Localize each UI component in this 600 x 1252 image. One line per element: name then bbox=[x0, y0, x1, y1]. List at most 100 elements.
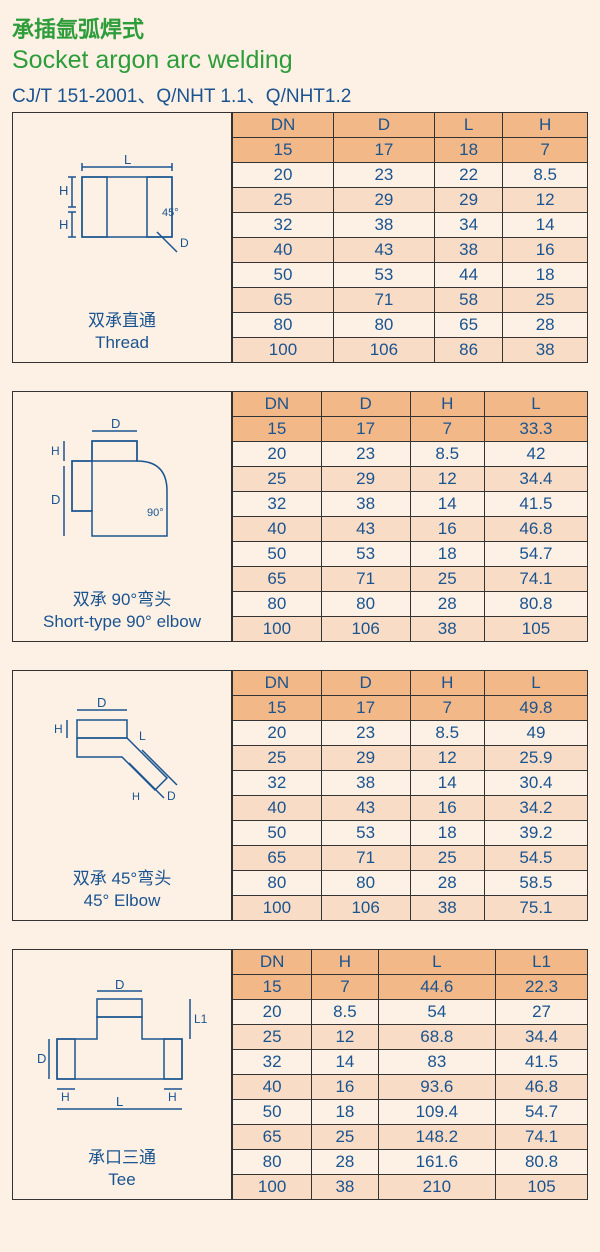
table-cell: 25 bbox=[233, 467, 322, 492]
svg-text:H: H bbox=[168, 1090, 177, 1104]
table-cell: 16 bbox=[503, 238, 588, 263]
table-cell: 32 bbox=[233, 213, 334, 238]
column-header: DN bbox=[233, 950, 312, 975]
svg-text:H: H bbox=[132, 791, 140, 803]
table-cell: 40 bbox=[233, 1075, 312, 1100]
table-cell: 50 bbox=[233, 1100, 312, 1125]
table-cell: 80 bbox=[233, 592, 322, 617]
table-cell: 80 bbox=[321, 871, 410, 896]
caption-cn: 承口三通 bbox=[88, 1147, 156, 1169]
table-cell: 25 bbox=[312, 1125, 378, 1150]
svg-text:D: D bbox=[97, 695, 106, 710]
table-cell: 109.4 bbox=[378, 1100, 495, 1125]
table-cell: 53 bbox=[333, 263, 434, 288]
table-cell: 49 bbox=[484, 721, 587, 746]
table-cell: 25 bbox=[233, 188, 334, 213]
table-cell: 38 bbox=[434, 238, 502, 263]
table-cell: 28 bbox=[503, 313, 588, 338]
table-cell: 17 bbox=[321, 417, 410, 442]
svg-text:D: D bbox=[51, 492, 60, 507]
column-header: DN bbox=[233, 392, 322, 417]
column-header: L bbox=[434, 113, 502, 138]
table-cell: 12 bbox=[312, 1025, 378, 1050]
table-cell: 16 bbox=[410, 796, 484, 821]
table-cell: 40 bbox=[233, 238, 334, 263]
section-90-elbow: D H D 90° 双承 90°弯头 Short-type 90° elbow … bbox=[12, 391, 588, 642]
table-cell: 20 bbox=[233, 442, 322, 467]
table-cell: 14 bbox=[410, 771, 484, 796]
table-cell: 100 bbox=[233, 338, 334, 363]
table-cell: 44 bbox=[434, 263, 502, 288]
column-header: D bbox=[321, 671, 410, 696]
column-header: L bbox=[484, 671, 587, 696]
table-cell: 74.1 bbox=[484, 567, 587, 592]
table-cell: 23 bbox=[333, 163, 434, 188]
table-cell: 80.8 bbox=[496, 1150, 588, 1175]
table-cell: 50 bbox=[233, 263, 334, 288]
table-cell: 17 bbox=[333, 138, 434, 163]
table-cell: 65 bbox=[434, 313, 502, 338]
table-cell: 16 bbox=[312, 1075, 378, 1100]
table-cell: 71 bbox=[333, 288, 434, 313]
table-cell: 18 bbox=[410, 821, 484, 846]
caption-cn: 双承直通 bbox=[88, 310, 156, 332]
table-cell: 44.6 bbox=[378, 975, 495, 1000]
table-cell: 14 bbox=[410, 492, 484, 517]
table-cell: 68.8 bbox=[378, 1025, 495, 1050]
section-45-elbow: D H L D H 双承 45°弯头 45° Elbow DNDHL151774… bbox=[12, 670, 588, 921]
table-cell: 38 bbox=[333, 213, 434, 238]
caption-en: Short-type 90° elbow bbox=[43, 611, 201, 633]
table-cell: 93.6 bbox=[378, 1075, 495, 1100]
thread-diagram-icon: L H H 45° D bbox=[42, 147, 202, 277]
table-cell: 106 bbox=[321, 896, 410, 921]
table-cell: 53 bbox=[321, 542, 410, 567]
table-cell: 8.5 bbox=[410, 721, 484, 746]
table-cell: 12 bbox=[503, 188, 588, 213]
table-cell: 29 bbox=[321, 467, 410, 492]
table-cell: 18 bbox=[312, 1100, 378, 1125]
table-cell: 38 bbox=[410, 617, 484, 642]
column-header: H bbox=[410, 392, 484, 417]
table-cell: 7 bbox=[410, 696, 484, 721]
table-cell: 18 bbox=[410, 542, 484, 567]
table-thread: DNDLH15171872023228.52529291232383414404… bbox=[232, 112, 588, 363]
table-cell: 28 bbox=[312, 1150, 378, 1175]
table-cell: 40 bbox=[233, 796, 322, 821]
table-cell: 49.8 bbox=[484, 696, 587, 721]
table-cell: 65 bbox=[233, 567, 322, 592]
svg-text:D: D bbox=[180, 236, 189, 250]
title-chinese: 承插氩弧焊式 bbox=[12, 12, 588, 44]
column-header: H bbox=[312, 950, 378, 975]
elbow-45-diagram-icon: D H L D H bbox=[37, 695, 207, 845]
table-cell: 38 bbox=[503, 338, 588, 363]
table-cell: 38 bbox=[321, 492, 410, 517]
table-cell: 80.8 bbox=[484, 592, 587, 617]
table-cell: 8.5 bbox=[503, 163, 588, 188]
table-cell: 14 bbox=[503, 213, 588, 238]
table-cell: 86 bbox=[434, 338, 502, 363]
table-90-elbow: DNDHL1517733.320238.54225291234.43238144… bbox=[232, 391, 588, 642]
table-cell: 53 bbox=[321, 821, 410, 846]
table-cell: 22 bbox=[434, 163, 502, 188]
table-cell: 105 bbox=[484, 617, 587, 642]
caption-en: 45° Elbow bbox=[73, 890, 171, 912]
table-cell: 54.7 bbox=[484, 542, 587, 567]
table-cell: 161.6 bbox=[378, 1150, 495, 1175]
table-cell: 7 bbox=[410, 417, 484, 442]
table-cell: 210 bbox=[378, 1175, 495, 1200]
table-cell: 80 bbox=[333, 313, 434, 338]
table-cell: 34.2 bbox=[484, 796, 587, 821]
svg-text:90°: 90° bbox=[147, 507, 164, 519]
svg-text:L1: L1 bbox=[194, 1012, 208, 1026]
table-cell: 50 bbox=[233, 542, 322, 567]
table-cell: 41.5 bbox=[496, 1050, 588, 1075]
column-header: H bbox=[503, 113, 588, 138]
table-cell: 15 bbox=[233, 138, 334, 163]
table-cell: 106 bbox=[321, 617, 410, 642]
table-cell: 34 bbox=[434, 213, 502, 238]
table-cell: 74.1 bbox=[496, 1125, 588, 1150]
caption-cn: 双承 90°弯头 bbox=[43, 589, 201, 611]
svg-text:D: D bbox=[37, 1051, 46, 1066]
table-cell: 7 bbox=[312, 975, 378, 1000]
column-header: D bbox=[321, 392, 410, 417]
